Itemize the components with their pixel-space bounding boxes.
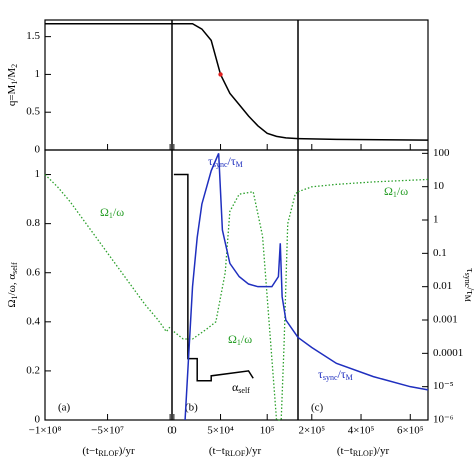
y2-tick-label: 10⁻⁵ bbox=[433, 380, 454, 392]
label: τsync/τM bbox=[463, 268, 474, 302]
subscript: M bbox=[346, 373, 353, 382]
x-tick-label: 6×10⁵ bbox=[397, 425, 424, 437]
panel-label: (c) bbox=[311, 402, 324, 414]
y-tick-label: 0 bbox=[35, 414, 41, 426]
text-part: Ω bbox=[100, 205, 109, 219]
top-frame bbox=[44, 19, 429, 151]
text-part: /ω bbox=[241, 332, 252, 346]
x-tick-label: −5×10⁷ bbox=[91, 425, 124, 437]
subscript: 1 bbox=[237, 338, 241, 347]
text-part: /ω, α bbox=[6, 274, 18, 296]
text-part: τ bbox=[208, 154, 213, 168]
subscript: M bbox=[463, 295, 472, 302]
label: Ω1/ω bbox=[228, 332, 252, 347]
x-tick-label: 0 bbox=[171, 425, 177, 437]
subscript: 1 bbox=[10, 295, 19, 299]
x-tick-label: 4×10⁵ bbox=[348, 425, 375, 437]
y-tick-label: 1 bbox=[35, 168, 41, 180]
label: (t−tRLOF)/yr bbox=[82, 445, 135, 458]
text-part: )/yr bbox=[245, 445, 261, 457]
text-part: (t−t bbox=[337, 445, 353, 457]
label: Ω1/ω bbox=[384, 184, 408, 199]
y2-tick-label: 0.1 bbox=[433, 247, 447, 259]
label: τsync/τM bbox=[318, 367, 353, 382]
subscript: M bbox=[236, 160, 243, 169]
text-part: α bbox=[232, 380, 239, 394]
y-tick-label: 0 bbox=[35, 144, 41, 156]
text-part: /τ bbox=[338, 367, 346, 381]
text-part: /τ bbox=[464, 287, 474, 295]
text-part: Ω bbox=[6, 299, 18, 307]
x-tick-label: −1×10⁸ bbox=[29, 425, 62, 437]
label: (t−tRLOF)/yr bbox=[209, 445, 262, 458]
label: q=M1/M2 bbox=[6, 64, 19, 106]
panel-label: (b) bbox=[185, 402, 198, 414]
subscript: sync bbox=[323, 373, 338, 382]
y2-tick-label: 10⁻⁶ bbox=[433, 414, 454, 426]
subscript: sync bbox=[463, 273, 472, 288]
text-part: /ω bbox=[397, 184, 408, 198]
y2-tick-label: 0.0001 bbox=[433, 347, 463, 359]
y-tick-label: 1 bbox=[35, 68, 41, 80]
y2-tick-label: 10 bbox=[433, 180, 445, 192]
text-part: τ bbox=[318, 367, 323, 381]
subscript: RLOF bbox=[225, 449, 246, 458]
q-line bbox=[297, 137, 429, 141]
text-part: )/yr bbox=[373, 445, 389, 457]
text-part: (t−t bbox=[209, 445, 225, 457]
text-part: )/yr bbox=[119, 445, 135, 457]
x-tick-label: 10⁵ bbox=[260, 425, 275, 437]
text-part: (t−t bbox=[82, 445, 98, 457]
y-tick-label: 1.5 bbox=[26, 30, 40, 42]
text-part: /τ bbox=[228, 154, 236, 168]
bottom-frame bbox=[44, 149, 429, 421]
tau-line bbox=[297, 336, 429, 391]
y2-tick-label: 1 bbox=[433, 214, 439, 226]
x-tick-label: 0 bbox=[167, 425, 173, 437]
alpha_self-line bbox=[173, 173, 254, 382]
label: Ω1/ω bbox=[100, 205, 124, 220]
tau-line bbox=[184, 153, 299, 421]
label: αself bbox=[232, 380, 250, 395]
label: τsync/τM bbox=[208, 154, 243, 169]
q-line bbox=[172, 23, 299, 140]
subscript: self bbox=[238, 386, 250, 395]
omega-line bbox=[297, 178, 429, 193]
text-part: q=M bbox=[6, 84, 18, 106]
label: Ω1/ω, αself bbox=[6, 262, 19, 308]
subscript: 1 bbox=[10, 81, 19, 85]
omega-line bbox=[173, 190, 299, 421]
y-tick-label: 0.5 bbox=[26, 106, 40, 118]
marker bbox=[218, 72, 223, 77]
y-tick-label: 0.8 bbox=[26, 217, 40, 229]
subscript: RLOF bbox=[98, 449, 119, 458]
label: (t−tRLOF)/yr bbox=[337, 445, 390, 458]
y-tick-label: 0.6 bbox=[26, 266, 40, 278]
panel-label: (a) bbox=[58, 402, 71, 414]
y-tick-label: 0.2 bbox=[26, 364, 40, 376]
y2-tick-label: 0.001 bbox=[433, 314, 458, 326]
x-tick-label: 5×10⁴ bbox=[207, 425, 234, 437]
text-part: /M bbox=[6, 68, 18, 81]
subscript: 1 bbox=[109, 211, 113, 220]
text-part: τ bbox=[464, 268, 474, 273]
subscript: sync bbox=[213, 160, 228, 169]
y-tick-label: 0.4 bbox=[26, 315, 40, 327]
y2-tick-label: 0.01 bbox=[433, 280, 452, 292]
subscript: self bbox=[10, 262, 19, 274]
text-part: Ω bbox=[228, 332, 237, 346]
subscript: 1 bbox=[393, 190, 397, 199]
subscript: 2 bbox=[10, 64, 19, 68]
omega-line bbox=[44, 174, 171, 333]
x-tick-label: 2×10⁵ bbox=[299, 425, 326, 437]
y2-tick-label: 100 bbox=[433, 147, 450, 159]
text-part: Ω bbox=[384, 184, 393, 198]
text-part: /ω bbox=[113, 205, 124, 219]
subscript: RLOF bbox=[353, 449, 374, 458]
